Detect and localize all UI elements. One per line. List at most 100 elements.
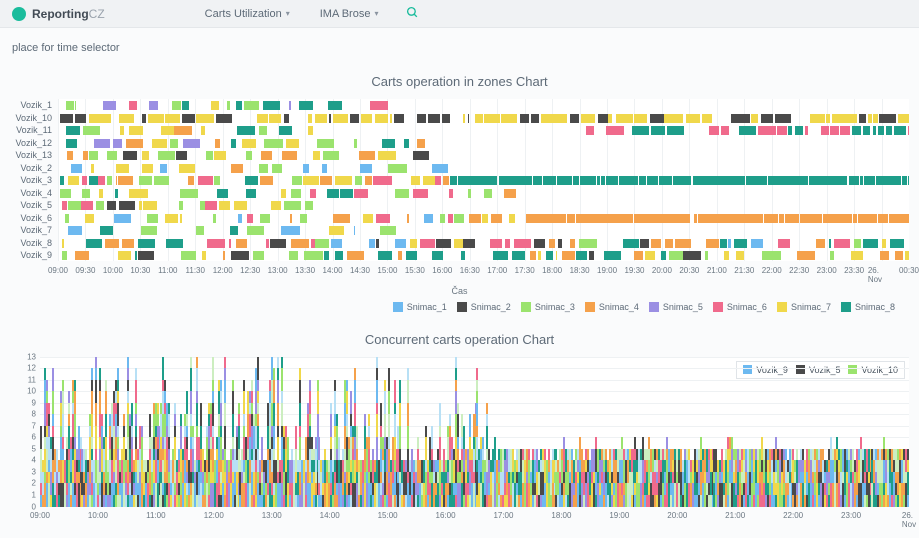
gantt-row (58, 139, 909, 148)
gantt-y-axis: Vozik_1Vozik_10Vozik_11Vozik_12Vozik_13V… (10, 99, 58, 262)
gantt-row (58, 151, 909, 160)
y-tick-label: Vozik_8 (10, 237, 58, 250)
nav-item-label: Carts Utilization (205, 8, 282, 20)
gantt-row (58, 101, 909, 110)
legend-swatch (457, 302, 467, 312)
x-tick-label: 13:00 (268, 266, 288, 275)
gantt-row (58, 126, 909, 135)
y-tick-label: 8 (32, 410, 36, 419)
legend-label: Snimac_4 (599, 302, 639, 312)
gantt-row (58, 164, 909, 173)
y-tick-label: Vozik_3 (10, 174, 58, 187)
legend-item[interactable]: Snimac_1 (393, 302, 447, 312)
nav-ima-brose[interactable]: IMA Brose ▾ (310, 4, 389, 24)
x-tick-label: 14:30 (350, 266, 370, 275)
y-tick-label: Vozik_4 (10, 187, 58, 200)
legend-label: Snimac_7 (791, 302, 831, 312)
gantt-canvas[interactable] (58, 99, 909, 261)
legend-item[interactable]: Vozik_5 (796, 365, 841, 375)
y-tick-label: Vozik_13 (10, 149, 58, 162)
x-tick-label: 16:30 (460, 266, 480, 275)
x-tick-label: 14:00 (323, 266, 343, 275)
x-tick-label: 22:00 (762, 266, 782, 275)
legend-label: Vozik_10 (861, 365, 898, 375)
legend-item[interactable]: Snimac_2 (457, 302, 511, 312)
legend-swatch (393, 302, 403, 312)
y-tick-label: Vozik_7 (10, 224, 58, 237)
x-tick-label: 12:00 (204, 511, 224, 520)
x-tick-label: 26. Nov (868, 266, 895, 284)
x-tick-label: 09:30 (75, 266, 95, 275)
x-axis-label: Čas (10, 286, 909, 296)
legend-item[interactable]: Snimac_7 (777, 302, 831, 312)
gantt-row (58, 251, 909, 260)
x-tick-label: 18:30 (570, 266, 590, 275)
y-tick-label: Vozik_5 (10, 199, 58, 212)
gantt-row (58, 226, 909, 235)
legend-label: Snimac_2 (471, 302, 511, 312)
legend-item[interactable]: Snimac_3 (521, 302, 575, 312)
y-tick-label: Vozik_10 (10, 112, 58, 125)
brand-name: Reporting (32, 7, 89, 21)
logo-icon (12, 7, 26, 21)
legend-label: Snimac_1 (407, 302, 447, 312)
legend-item[interactable]: Vozik_10 (848, 365, 898, 375)
legend-swatch (649, 302, 659, 312)
x-tick-label: 13:30 (295, 266, 315, 275)
y-tick-label: Vozik_9 (10, 249, 58, 262)
x-tick-label: 15:00 (377, 266, 397, 275)
x-tick-label: 23:00 (841, 511, 861, 520)
nav-item-label: IMA Brose (320, 8, 371, 20)
legend-label: Snimac_8 (855, 302, 895, 312)
brand-text: ReportingCZ (32, 7, 105, 21)
y-tick-label: 12 (27, 364, 36, 373)
y-tick-label: 5 (32, 444, 36, 453)
gantt-row (58, 201, 909, 210)
gantt-legend: Snimac_1 Snimac_2 Snimac_3 Snimac_4 Snimac_5… (10, 296, 909, 316)
y-tick-label: 7 (32, 421, 36, 430)
x-tick-label: 18:00 (542, 266, 562, 275)
x-tick-label: 26. Nov (902, 511, 916, 529)
x-tick-label: 22:00 (783, 511, 803, 520)
placeholder-label: place for time selector (12, 42, 120, 54)
x-tick-label: 15:30 (405, 266, 425, 275)
y-tick-label: 11 (28, 375, 36, 384)
legend-label: Vozik_5 (809, 365, 841, 375)
y-tick-label: Vozik_12 (10, 137, 58, 150)
legend-label: Snimac_5 (663, 302, 703, 312)
y-tick-label: Vozik_2 (10, 162, 58, 175)
x-tick-label: 10:30 (130, 266, 150, 275)
x-tick-label: 19:30 (624, 266, 644, 275)
x-tick-label: 18:00 (551, 511, 571, 520)
legend-item[interactable]: Vozik_9 (743, 365, 788, 375)
x-tick-label: 19:00 (609, 511, 629, 520)
x-tick-label: 17:30 (515, 266, 535, 275)
x-tick-label: 13:00 (262, 511, 282, 520)
legend-swatch (713, 302, 723, 312)
legend-swatch (841, 302, 851, 312)
legend-swatch (521, 302, 531, 312)
nav-carts-utilization[interactable]: Carts Utilization ▾ (195, 4, 300, 24)
gantt-row (58, 176, 909, 185)
legend-swatch (777, 302, 787, 312)
legend-label: Vozik_9 (756, 365, 788, 375)
x-tick-label: 17:00 (487, 266, 507, 275)
cc-x-axis: 09:0010:0011:0012:0013:0014:0015:0016:00… (40, 507, 909, 523)
x-tick-label: 21:00 (707, 266, 727, 275)
gantt-row (58, 114, 909, 123)
x-tick-label: 12:30 (240, 266, 260, 275)
x-tick-label: 14:00 (320, 511, 340, 520)
cc-canvas[interactable]: Vozik_9 Vozik_5 Vozik_10 (40, 357, 909, 507)
legend-item[interactable]: Snimac_8 (841, 302, 895, 312)
x-tick-label: 20:00 (667, 511, 687, 520)
x-tick-label: 10:00 (88, 511, 108, 520)
x-tick-label: 21:00 (725, 511, 745, 520)
legend-item[interactable]: Snimac_6 (713, 302, 767, 312)
search-icon[interactable] (398, 2, 427, 26)
legend-item[interactable]: Snimac_5 (649, 302, 703, 312)
legend-label: Snimac_3 (535, 302, 575, 312)
legend-swatch (848, 365, 857, 374)
y-tick-label: Vozik_1 (10, 99, 58, 112)
legend-item[interactable]: Snimac_4 (585, 302, 639, 312)
x-tick-label: 10:00 (103, 266, 123, 275)
